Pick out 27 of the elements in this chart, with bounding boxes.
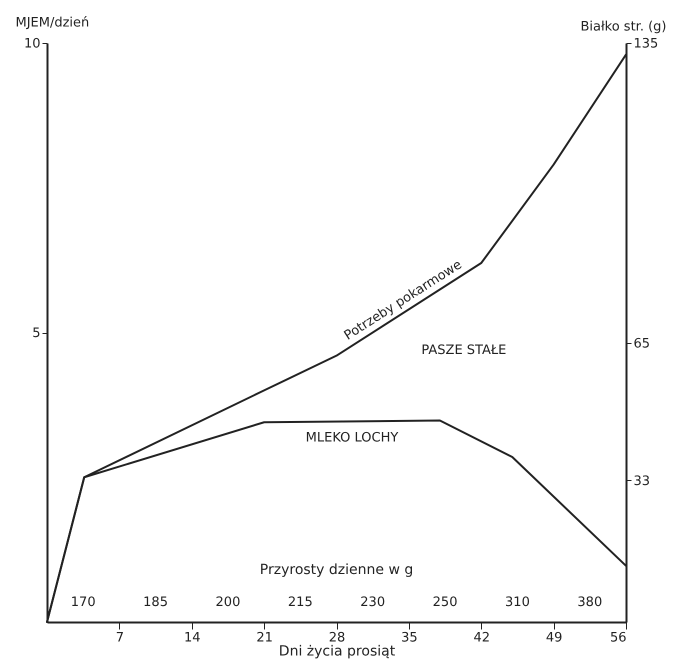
x-tick-label: 42 <box>473 630 490 646</box>
y-tick-label: 10 <box>24 36 40 52</box>
y2-tick-label: 65 <box>634 336 650 352</box>
series-label: MLEKO LOCHY <box>306 430 398 446</box>
x-tick-label: 21 <box>256 630 273 646</box>
y2-tick-label: 33 <box>634 474 650 489</box>
annotation: PASZE STAŁE <box>421 342 506 358</box>
x-tick-label: 14 <box>184 630 201 646</box>
annotation: 380 <box>577 595 602 610</box>
x-tick-label: 28 <box>328 630 346 646</box>
x-tick-label: 7 <box>116 630 124 646</box>
y2-tick-label: 135 <box>634 36 658 52</box>
x-tick-label: 56 <box>610 630 626 646</box>
annotation: 200 <box>216 595 240 610</box>
annotation: 310 <box>505 595 530 610</box>
annotation: 250 <box>432 595 458 610</box>
annotation: 230 <box>360 595 386 610</box>
annotation: 185 <box>143 595 168 610</box>
y2-axis-title: Białko str. (g) <box>580 20 666 34</box>
annotation: 215 <box>288 595 313 610</box>
annotation: Przyrosty dzienne w g <box>260 562 414 578</box>
y-axis-title: MJEM/dzień <box>16 16 90 30</box>
x-tick-label: 35 <box>401 630 418 646</box>
annotation: 170 <box>70 595 96 610</box>
x-axis-title: Dni życia prosiąt <box>278 644 396 660</box>
x-tick-label: 49 <box>546 630 562 646</box>
y-tick-label: 5 <box>32 326 40 341</box>
